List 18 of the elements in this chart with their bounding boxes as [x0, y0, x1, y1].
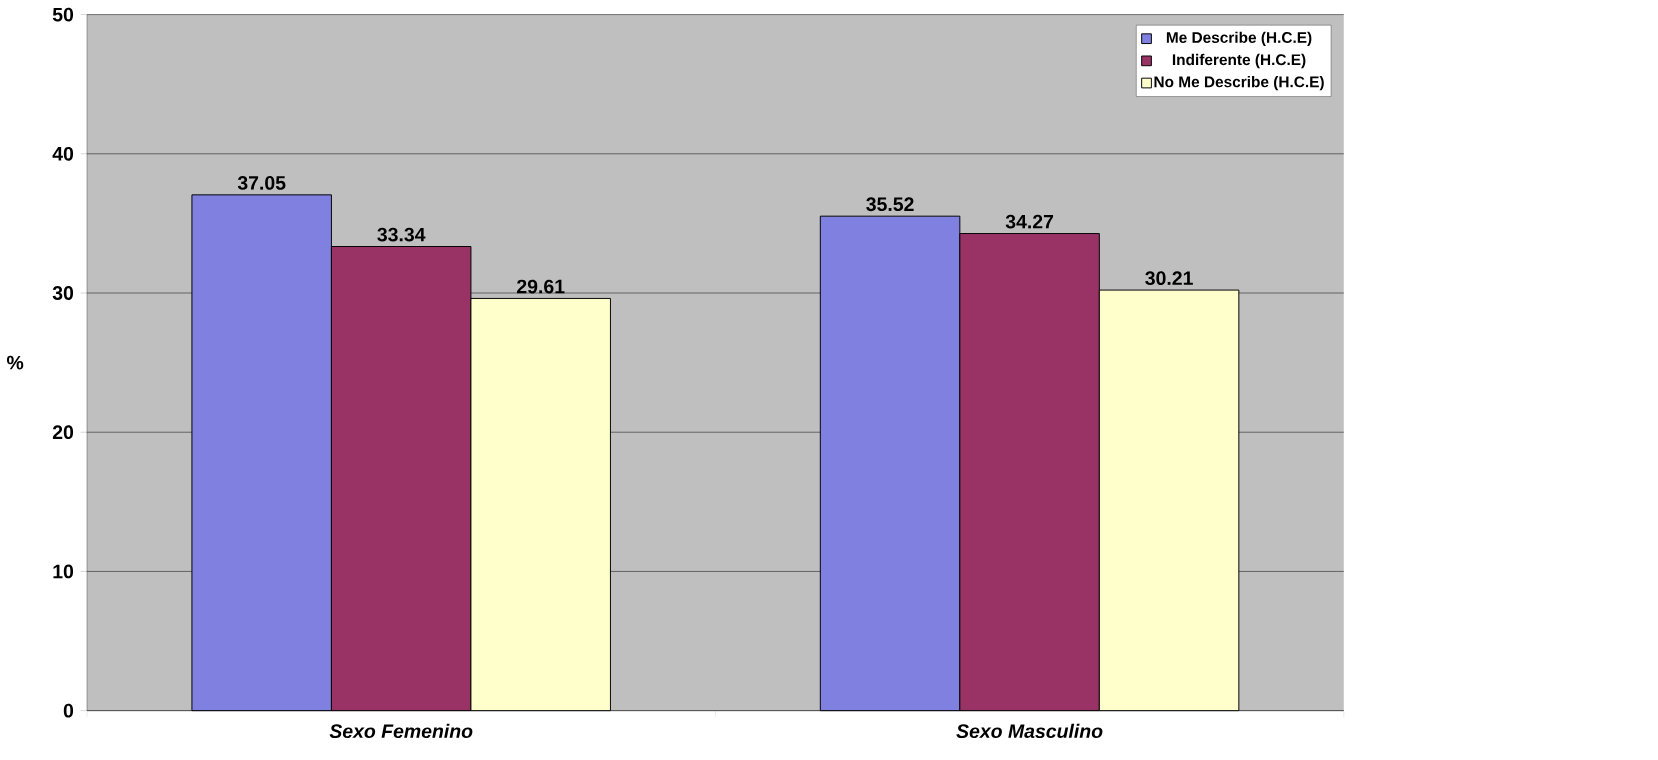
- x-tick-label: Sexo Masculino: [956, 723, 1103, 739]
- data-label: 29.61: [517, 279, 565, 294]
- data-label: 35.52: [866, 197, 914, 212]
- legend-label: No Me Describe (H.C.E): [1154, 75, 1324, 91]
- y-axis-title: %: [6, 355, 24, 370]
- y-tick-label: 20: [52, 425, 74, 440]
- y-tick-label: 30: [52, 286, 74, 300]
- x-tick-label: Sexo Femenino: [329, 723, 473, 739]
- y-tick-label: 50: [52, 7, 74, 22]
- data-label: 37.05: [237, 176, 286, 190]
- y-tick-label: 40: [52, 146, 74, 161]
- legend-label: Indiferente (H.C.E): [1172, 53, 1306, 69]
- y-tick-label: 10: [53, 564, 74, 579]
- data-label: 33.34: [377, 227, 426, 242]
- legend-label: Me Describe (H.C.E): [1166, 31, 1312, 46]
- data-label: 30.21: [1145, 271, 1193, 286]
- y-tick-label: 0: [63, 703, 74, 718]
- data-label: 34.27: [1005, 214, 1054, 229]
